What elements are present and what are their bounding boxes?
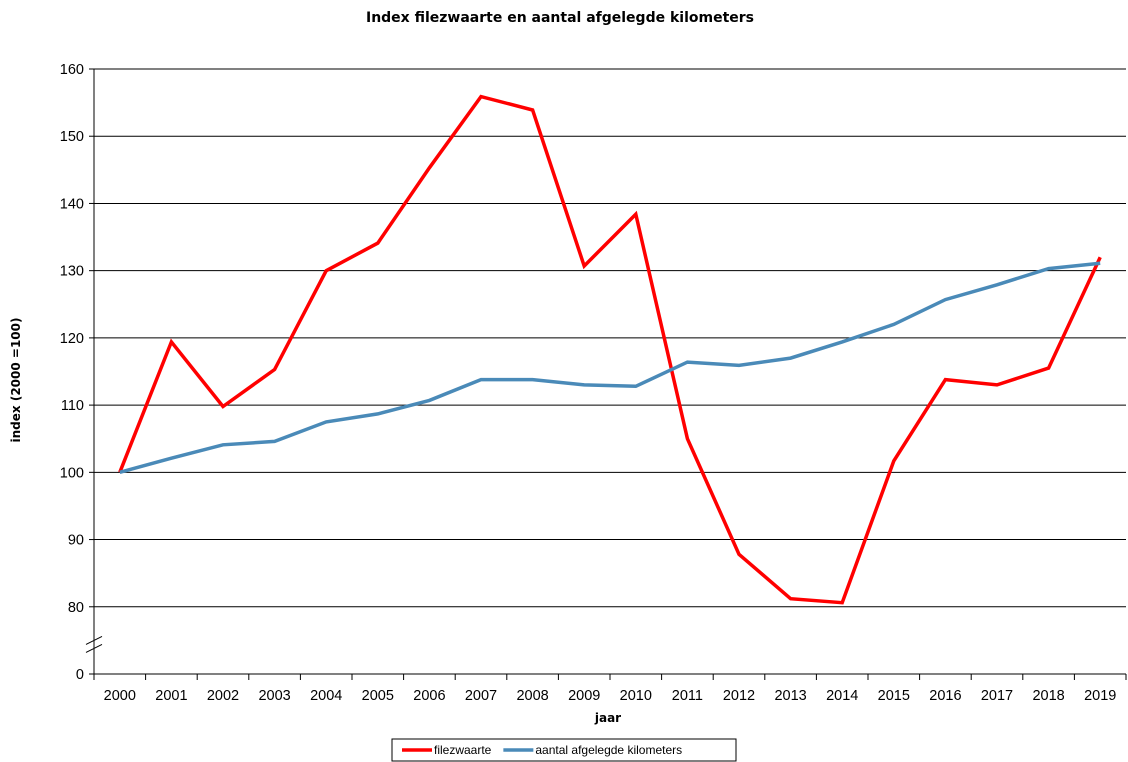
- legend-label: filezwaarte: [434, 743, 492, 757]
- x-tick-label: 2006: [413, 688, 445, 704]
- x-tick-label: 2009: [568, 688, 600, 704]
- y-tick-label: 120: [60, 331, 84, 347]
- x-tick-label: 2011: [672, 688, 703, 704]
- legend-box: [391, 738, 737, 762]
- legend: filezwaarte aantal afgelegde kilometers: [391, 738, 737, 762]
- x-tick-label: 2003: [258, 688, 290, 704]
- x-tick-label: 2015: [878, 688, 910, 704]
- axis-break-marker: [85, 635, 103, 653]
- series-line: [118, 94, 1102, 605]
- x-tick-label: 2014: [826, 688, 858, 704]
- series-line: [119, 261, 1101, 474]
- y-tick-label: 160: [60, 62, 84, 78]
- y-tick-label: 80: [68, 600, 84, 616]
- x-tick-label: 2016: [929, 688, 961, 704]
- y-tick-label: 140: [60, 196, 84, 212]
- y-tick-label: 90: [68, 533, 84, 549]
- x-tick-label: 2018: [1032, 688, 1064, 704]
- x-tick-label: 2001: [155, 688, 187, 704]
- x-tick-label: 2002: [207, 688, 239, 704]
- plot-area: 0 80 90 100 110 120 130 140 150 160 2000 2001 2002 20…: [60, 62, 1127, 704]
- x-tick-label: 2000: [104, 688, 136, 704]
- y-tick-label: 150: [60, 129, 84, 145]
- x-tick-label: 2012: [723, 688, 755, 704]
- y-axis-label: index (2000 =100): [9, 318, 23, 443]
- x-tick-label: 2004: [310, 688, 342, 704]
- y-tick-label: 110: [61, 398, 84, 414]
- x-tick-label: 2013: [774, 688, 806, 704]
- x-tick-label: 2007: [465, 688, 497, 704]
- x-tick-label: 2008: [516, 688, 548, 704]
- y-tick-label: 130: [60, 264, 84, 280]
- x-tick-label: 2005: [362, 688, 394, 704]
- chart-title: Index filezwaarte en aantal afgelegde ki…: [366, 10, 754, 26]
- x-axis-label: jaar: [594, 711, 621, 725]
- y-tick-label: 0: [76, 667, 84, 683]
- legend-label: aantal afgelegde kilometers: [535, 743, 682, 757]
- y-tick-label: 100: [60, 465, 84, 481]
- x-tick-label: 2017: [981, 688, 1013, 704]
- x-tick-label: 2010: [620, 688, 652, 704]
- x-tick-label: 2019: [1084, 688, 1116, 704]
